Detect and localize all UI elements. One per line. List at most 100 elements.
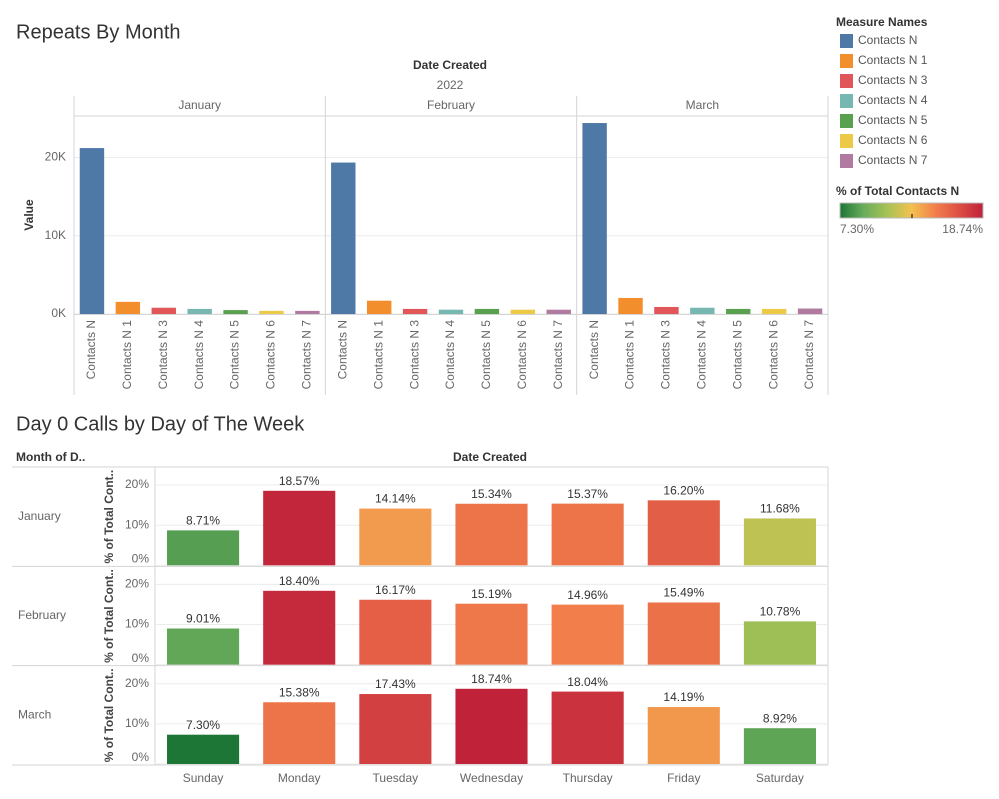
bar — [474, 308, 500, 314]
chart-title: Repeats By Month — [16, 21, 181, 43]
bar — [223, 310, 248, 314]
bar — [743, 518, 816, 566]
value-label: 14.96% — [567, 588, 608, 602]
value-label: 18.04% — [567, 675, 608, 689]
bar — [295, 310, 320, 314]
x-tick-label: Contacts N 7 — [300, 320, 314, 390]
x-tick-label: Monday — [278, 771, 321, 785]
bar — [455, 603, 528, 665]
x-tick-label: Thursday — [563, 771, 613, 785]
y-axis-label: % of Total Cont.. — [102, 668, 116, 762]
x-tick-label: Contacts N 7 — [802, 320, 816, 390]
color-legend-max: 18.74% — [942, 222, 983, 236]
legend-label: Contacts N — [858, 33, 917, 47]
x-tick-label: Contacts N 7 — [551, 320, 565, 390]
legend-label: Contacts N 5 — [858, 113, 928, 127]
legend-title: Measure Names — [836, 15, 928, 29]
bar — [402, 308, 428, 314]
x-tick-label: Contacts N — [587, 320, 601, 379]
value-label: 15.37% — [567, 487, 608, 501]
y-tick-label: 10% — [125, 517, 149, 531]
bar — [618, 297, 643, 314]
bar — [690, 307, 715, 314]
x-tick-label: Friday — [667, 771, 700, 785]
bar — [546, 309, 571, 314]
legend-label: Contacts N 6 — [858, 133, 928, 147]
value-label: 18.40% — [279, 574, 320, 588]
bar — [582, 123, 607, 314]
x-tick-label: Contacts N 3 — [659, 320, 673, 390]
row-label: February — [18, 608, 66, 622]
legend-label: Contacts N 7 — [858, 153, 928, 167]
value-label: 14.19% — [663, 690, 704, 704]
value-label: 8.92% — [763, 711, 797, 725]
y-tick-label: 20% — [125, 477, 149, 491]
y-tick-label: 0% — [132, 651, 150, 665]
panel-header: February — [427, 98, 475, 112]
value-label: 11.68% — [760, 502, 800, 516]
x-tick-label: Contacts N — [84, 320, 98, 379]
chart-title: Day 0 Calls by Day of The Week — [16, 413, 305, 435]
x-tick-label: Contacts N 4 — [695, 320, 709, 390]
x-tick-label: Contacts N 6 — [766, 320, 780, 390]
value-label: 18.57% — [279, 474, 320, 488]
bar — [455, 688, 528, 764]
x-tick-label: Contacts N 3 — [156, 320, 170, 390]
bar — [79, 148, 105, 314]
bar — [151, 307, 176, 314]
column-header: Date Created — [453, 450, 527, 464]
legend-swatch — [840, 34, 853, 48]
bar — [259, 310, 284, 314]
x-tick-label: Saturday — [756, 771, 804, 785]
row-header: Month of D.. — [16, 450, 85, 464]
x-tick-label: Contacts N — [335, 320, 349, 379]
year-header: 2022 — [437, 78, 464, 92]
x-tick-label: Contacts N 1 — [371, 320, 385, 390]
legend-label: Contacts N 3 — [858, 73, 928, 87]
x-tick-label: Contacts N 6 — [515, 320, 529, 390]
y-tick-label: 10% — [125, 716, 149, 730]
color-legend-title: % of Total Contacts N — [836, 184, 959, 198]
x-tick-label: Contacts N 4 — [443, 320, 457, 390]
value-label: 16.20% — [663, 483, 704, 497]
bar — [263, 590, 336, 665]
y-axis-label: Value — [22, 199, 36, 231]
x-tick-label: Tuesday — [373, 771, 419, 785]
x-tick-label: Contacts N 4 — [192, 320, 206, 390]
y-tick-label: 20% — [125, 577, 149, 591]
value-label: 18.74% — [471, 672, 512, 686]
value-label: 15.19% — [471, 587, 512, 601]
bar — [263, 490, 336, 566]
bar — [743, 728, 816, 764]
bar — [654, 306, 679, 314]
row-label: January — [18, 509, 61, 523]
legend-swatch — [840, 134, 853, 148]
value-label: 15.38% — [279, 685, 320, 699]
bar — [726, 308, 751, 314]
row-label: March — [18, 708, 51, 722]
value-label: 15.49% — [663, 586, 704, 600]
y-tick-label: 0% — [132, 552, 150, 566]
x-tick-label: Contacts N 1 — [623, 320, 637, 390]
legend-swatch — [840, 94, 853, 108]
value-label: 8.71% — [186, 514, 220, 528]
bar — [187, 308, 212, 314]
x-tick-label: Contacts N 1 — [120, 320, 134, 390]
x-tick-label: Wednesday — [460, 771, 523, 785]
bar — [510, 309, 536, 314]
legend-swatch — [840, 54, 853, 68]
bar — [366, 300, 392, 314]
legend-swatch — [840, 74, 853, 88]
legend-swatch — [840, 154, 853, 168]
y-tick-label: 10% — [125, 617, 149, 631]
legend-label: Contacts N 1 — [858, 53, 928, 67]
bar — [359, 508, 432, 566]
bar — [359, 694, 432, 764]
x-tick-label: Contacts N 5 — [479, 320, 493, 390]
bar — [263, 702, 336, 764]
value-label: 7.30% — [186, 718, 220, 732]
legend-swatch — [840, 114, 853, 128]
column-header: Date Created — [413, 58, 487, 72]
y-tick-label: 0% — [132, 750, 150, 764]
panel-header: January — [178, 98, 221, 112]
